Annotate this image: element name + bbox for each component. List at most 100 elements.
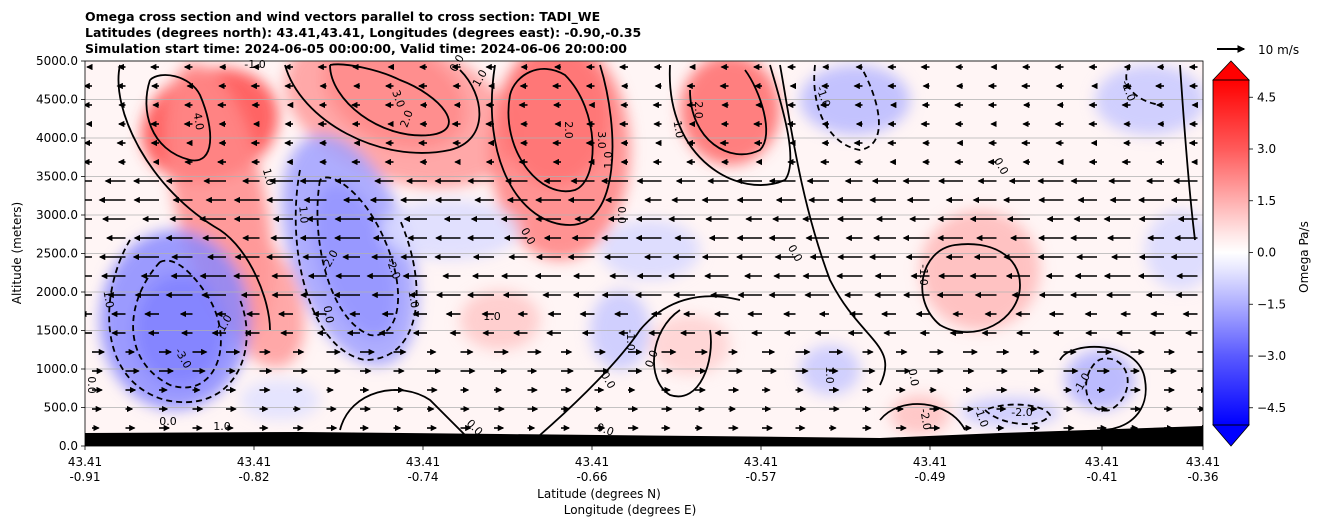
colorbar-tick-label: 4.5: [1257, 90, 1276, 104]
omega-blob: [600, 220, 700, 280]
x-tick-label-lat: 43.41: [1085, 455, 1119, 469]
x-tick-label-lat: 43.41: [744, 455, 778, 469]
omega-blob: [650, 315, 730, 375]
colorbar: 4.5 3.0 1.5 0.0 −1.5 −3.0 −4.5 Omega Pa/s: [1212, 60, 1311, 447]
contour-line: [1085, 357, 1129, 412]
x-tick-label-lat: 43.41: [575, 455, 609, 469]
contour-label: 1.0: [602, 151, 615, 169]
contour-label: 3.0: [389, 88, 407, 109]
contour-label: 2.0: [692, 101, 705, 119]
contour-label: 1.0: [823, 366, 836, 384]
wind-vectors: [85, 63, 1203, 446]
y-tick-label: 2500.0: [36, 247, 78, 261]
y-tick-label: 0.0: [59, 439, 78, 453]
contour-line: [145, 74, 212, 162]
y-tick-label: 1000.0: [36, 362, 78, 376]
y-tick-label: 5000.0: [36, 54, 78, 68]
omega-blob: [920, 210, 1040, 330]
omega-blob: [1065, 350, 1135, 410]
contour-label: -2.0: [1011, 406, 1032, 419]
x-tick-label-lat: 43.41: [1186, 455, 1220, 469]
contour-label: 3.0: [595, 131, 608, 149]
contour-line: [316, 176, 399, 337]
y-tick-label: 2000.0: [36, 285, 78, 299]
omega-blob: [281, 134, 419, 366]
y-tick-label: 4000.0: [36, 131, 78, 145]
contour-label: 0.0: [85, 376, 98, 394]
contour-line: [879, 403, 966, 431]
x-tick-label-lon: -0.82: [238, 470, 269, 484]
omega-blob: [490, 61, 630, 260]
omega-blob: [1145, 210, 1203, 290]
contour-line: [329, 63, 450, 137]
omega-field: [100, 61, 1203, 435]
omega-blob: [960, 397, 1060, 427]
contour-line: [284, 64, 481, 154]
colorbar-tick-label: −3.0: [1257, 349, 1286, 363]
omega-blob: [1095, 65, 1203, 135]
colorbar-body: [1213, 80, 1249, 425]
omega-blob: [800, 65, 910, 135]
y-tick-label: 500.0: [44, 401, 78, 415]
contour-line: [813, 64, 880, 151]
y-tick-label: 1500.0: [36, 324, 78, 338]
colorbar-extend-top: [1212, 60, 1250, 81]
contour-label: 1.0: [260, 167, 277, 187]
title-line-3: Simulation start time: 2024-06-05 00:00:…: [85, 41, 627, 56]
x-tick-label-lon: -0.66: [576, 470, 607, 484]
x-axis-label-lon: Longitude (degrees E): [564, 503, 697, 517]
colorbar-tick-label: −4.5: [1257, 401, 1286, 415]
contour-label: 1.0: [483, 310, 501, 323]
colorbar-tick-label: −1.5: [1257, 297, 1286, 311]
x-tick-label-lon: -0.41: [1086, 470, 1117, 484]
title-line-1: Omega cross section and wind vectors par…: [85, 9, 601, 24]
colorbar-tick-label: 3.0: [1257, 142, 1276, 156]
contour-label: 2.0: [562, 121, 575, 139]
x-tick-label-lat: 43.41: [68, 455, 102, 469]
contour-line: [132, 259, 222, 389]
contour-line: [339, 389, 471, 441]
contour-label: -2.0: [917, 408, 934, 431]
contour-label: 4.0: [191, 112, 207, 131]
colorbar-label: Omega Pa/s: [1297, 221, 1311, 293]
contour-label: 2.0: [398, 108, 416, 129]
contour-label: -1.0: [244, 58, 265, 71]
x-tick-label-lon: -0.49: [914, 470, 945, 484]
x-tick-label-lat: 43.41: [237, 455, 271, 469]
contour-label: -1.0: [624, 329, 637, 350]
contour-line: [669, 64, 792, 186]
contour-label: 1.0: [213, 420, 231, 433]
contour-line: [1179, 64, 1196, 241]
omega-blob: [800, 345, 860, 395]
contour-label: 1.0: [296, 205, 310, 224]
contour-label: 1.0: [101, 290, 117, 309]
contour-line: [539, 295, 741, 436]
contour-line: [779, 64, 887, 386]
y-axis: 0.0 500.0 1000.0 1500.0 2000.0 2500.0 3000.0 35…: [36, 54, 85, 453]
contour-line: [689, 69, 768, 156]
contour-label: 1.0: [671, 120, 687, 139]
omega-blob: [460, 290, 540, 350]
contour-line: [294, 169, 418, 361]
contour-label: 0.0: [643, 348, 661, 369]
y-axis-label: Altitude (meters): [10, 202, 24, 304]
contour-line: [984, 403, 1052, 425]
x-tick-label-lon: -0.57: [745, 470, 776, 484]
contour-line: [490, 64, 614, 226]
x-tick-label-lat: 43.41: [406, 455, 440, 469]
colorbar-tick-label: 1.5: [1257, 194, 1276, 208]
x-tick-label-lon: -0.91: [69, 470, 100, 484]
colorbar-tick-label: 0.0: [1257, 246, 1276, 260]
colorbar-extend-bottom: [1212, 424, 1250, 447]
contour-label: 0.0: [595, 421, 616, 439]
y-tick-label: 3500.0: [36, 170, 78, 184]
contour-label: 0.0: [159, 415, 177, 428]
contour-label: 0.0: [615, 206, 628, 224]
contour-label: 1.0: [406, 290, 422, 309]
y-tick-label: 4500.0: [36, 93, 78, 107]
contour-line: [653, 309, 712, 398]
title-line-2: Latitudes (degrees north): 43.41,43.41, …: [85, 25, 642, 40]
contour-label: 0.0: [906, 368, 922, 387]
quiver-key-label: 10 m/s: [1258, 43, 1299, 57]
terrain: [85, 426, 1203, 446]
